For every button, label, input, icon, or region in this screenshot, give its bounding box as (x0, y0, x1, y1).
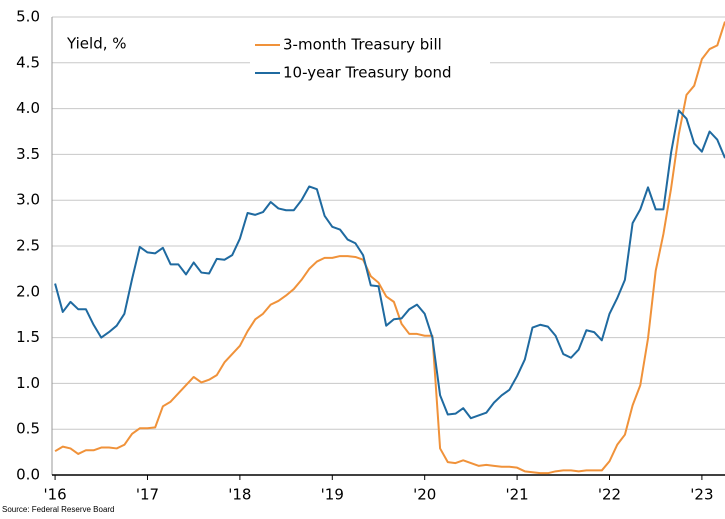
y-tick-label: 2.5 (16, 237, 40, 255)
y-tick-label: 0.5 (16, 420, 40, 438)
legend-label: 3-month Treasury bill (283, 36, 442, 54)
x-tick-label: '17 (136, 486, 159, 504)
plot-area (54, 21, 725, 475)
x-tick-label: '21 (505, 486, 528, 504)
series-line (54, 21, 725, 475)
x-tick-label: '20 (413, 486, 436, 504)
y-tick-label: 4.5 (16, 53, 40, 71)
legend-box (250, 31, 490, 87)
y-tick-label: 1.0 (16, 374, 40, 392)
y-tick-label: 2.0 (16, 282, 40, 300)
x-tick-label: '23 (690, 486, 713, 504)
axis-label: Yield, % (66, 35, 127, 53)
x-tick-label: '22 (598, 486, 621, 504)
y-tick-label: 0.0 (16, 466, 40, 484)
y-tick-label: 1.5 (16, 328, 40, 346)
x-tick-label: '18 (228, 486, 251, 504)
y-tick-label: 3.5 (16, 145, 40, 163)
y-tick-label: 3.0 (16, 191, 40, 209)
series-line (54, 109, 725, 420)
x-tick-label: '19 (321, 486, 344, 504)
x-tick-label: '16 (43, 486, 66, 504)
legend-label: 10-year Treasury bond (283, 64, 452, 82)
y-tick-label: 5.0 (16, 8, 40, 26)
source: Source: Federal Reserve Board (2, 505, 115, 514)
y-tick-label: 4.0 (16, 99, 40, 117)
